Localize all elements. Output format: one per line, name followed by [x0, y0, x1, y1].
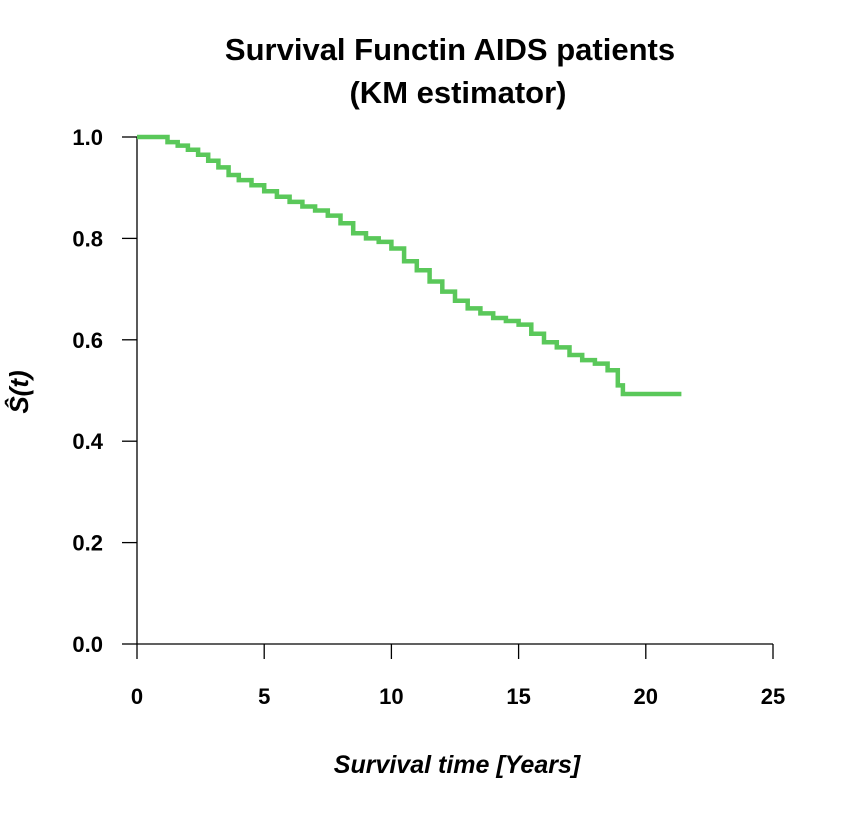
- x-tick-label: 15: [506, 684, 530, 709]
- y-tick-label: 0.0: [72, 632, 103, 657]
- x-tick-label: 20: [634, 684, 658, 709]
- x-tick-label: 25: [761, 684, 785, 709]
- y-tick-label: 1.0: [72, 125, 103, 150]
- y-tick-label: 0.8: [72, 226, 103, 251]
- x-axis-label: Survival time [Years]: [334, 751, 582, 779]
- y-tick-label: 0.4: [72, 429, 103, 454]
- chart-title-line-2: (KM estimator): [349, 75, 566, 110]
- x-axis-ticks: 0 5 10 15 20 25: [131, 644, 785, 709]
- y-axis-ticks: 0.0 0.2 0.4 0.6 0.8 1.0: [72, 125, 137, 657]
- y-tick-label: 0.2: [72, 531, 103, 556]
- x-tick-label: 0: [131, 684, 143, 709]
- y-axis-label: Ŝ(t): [4, 370, 34, 413]
- x-tick-label: 10: [379, 684, 403, 709]
- series-line-km: [137, 134, 682, 397]
- y-tick-label: 0.6: [72, 328, 103, 353]
- chart-title-line-1: Survival Functin AIDS patients: [225, 32, 675, 67]
- x-tick-label: 5: [258, 684, 270, 709]
